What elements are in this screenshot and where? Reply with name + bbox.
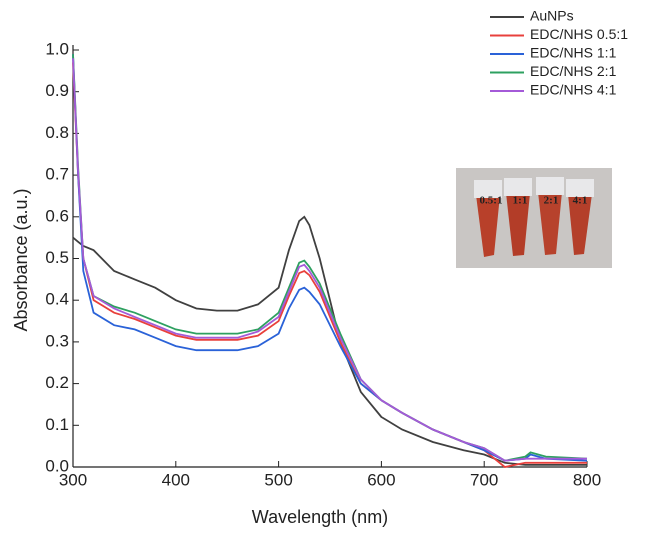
- y-axis-label: Absorbance (a.u.): [11, 188, 31, 331]
- legend-label: EDC/NHS 4:1: [530, 82, 617, 98]
- x-tick-label: 300: [59, 470, 87, 489]
- x-axis-label: Wavelength (nm): [252, 507, 388, 527]
- legend-label: EDC/NHS 1:1: [530, 45, 617, 61]
- series-line: [72, 62, 587, 468]
- x-tick-label: 600: [367, 470, 395, 489]
- legend-label: AuNPs: [530, 8, 574, 24]
- x-tick-label: 500: [264, 470, 292, 489]
- inset-label: 2:1: [544, 195, 559, 207]
- inset-label: 1:1: [513, 195, 528, 207]
- inset-label: 4:1: [573, 195, 588, 207]
- legend-label: EDC/NHS 2:1: [530, 63, 617, 79]
- x-tick-label: 400: [162, 470, 190, 489]
- y-tick-label: 0.3: [45, 331, 69, 350]
- y-tick-label: 0.6: [45, 206, 69, 225]
- inset-label: 0.5:1: [480, 195, 503, 207]
- y-tick-label: 1.0: [45, 39, 69, 58]
- x-tick-label: 800: [573, 470, 601, 489]
- tubes: [474, 177, 594, 257]
- y-tick-label: 0.0: [45, 456, 69, 475]
- y-tick-label: 0.9: [45, 81, 69, 100]
- series-line: [72, 54, 588, 462]
- y-tick-label: 0.2: [45, 373, 69, 392]
- series-line: [72, 215, 587, 466]
- legend-label: EDC/NHS 0.5:1: [530, 26, 628, 42]
- y-tick-label: 0.1: [45, 415, 69, 434]
- series-line: [72, 58, 587, 462]
- y-tick-label: 0.8: [45, 123, 69, 142]
- y-tick-label: 0.4: [45, 290, 69, 309]
- y-tick-label: 0.7: [45, 165, 69, 184]
- y-tick-label: 0.5: [45, 248, 69, 267]
- x-tick-label: 700: [470, 470, 498, 489]
